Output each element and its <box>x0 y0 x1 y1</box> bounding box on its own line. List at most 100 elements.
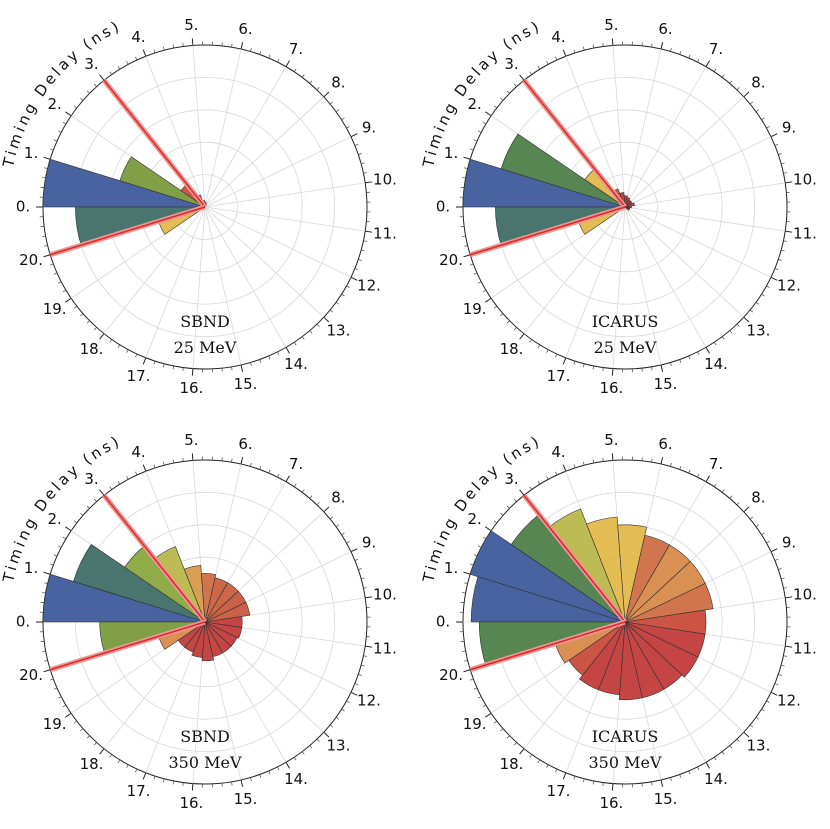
major-tick <box>365 596 373 599</box>
angular-grid-line <box>204 96 325 208</box>
minor-tick <box>473 272 478 275</box>
angular-tick-label: 13. <box>326 736 350 754</box>
angular-tick-label: 6. <box>658 20 672 38</box>
minor-tick <box>469 263 474 266</box>
angular-tick-label: 10. <box>793 170 817 188</box>
minor-tick <box>583 778 585 783</box>
polar-bar <box>617 524 647 623</box>
minor-tick <box>482 704 487 708</box>
angular-tick-label: 17. <box>127 782 151 800</box>
minor-tick <box>462 592 466 594</box>
minor-tick <box>231 781 233 786</box>
major-tick <box>611 38 614 46</box>
minor-tick <box>679 774 682 778</box>
minor-tick <box>316 87 320 91</box>
minor-tick <box>464 245 468 247</box>
polar-bar <box>624 582 714 623</box>
major-tick <box>285 347 290 354</box>
major-tick <box>785 230 793 233</box>
minor-tick <box>766 126 770 129</box>
minor-tick <box>781 162 785 165</box>
polar-bar <box>204 621 243 639</box>
minor-tick <box>93 498 97 502</box>
minor-tick <box>126 349 129 353</box>
minor-tick <box>537 759 541 763</box>
angular-grid-line <box>624 136 772 208</box>
minor-tick <box>713 342 717 346</box>
minor-tick <box>493 305 498 309</box>
minor-tick <box>546 349 549 353</box>
minor-tick <box>109 754 113 758</box>
minor-tick <box>697 58 700 63</box>
angular-tick-label: 0. <box>16 198 30 216</box>
minor-tick <box>259 51 262 55</box>
minor-tick <box>73 305 78 309</box>
timing-delay-axis-label: Timing Delay (ns) <box>0 17 124 170</box>
major-tick <box>660 364 664 372</box>
angular-tick-label: 15. <box>234 375 258 393</box>
polar-bar <box>201 621 215 662</box>
minor-tick <box>49 263 54 266</box>
minor-tick <box>670 362 672 366</box>
major-tick <box>519 748 525 755</box>
polar-bar <box>586 516 626 623</box>
major-tick <box>705 347 710 354</box>
panel-label: 350 MeV <box>168 753 241 772</box>
angular-grid-line <box>624 206 772 278</box>
major-tick <box>770 548 778 553</box>
minor-tick <box>755 524 760 528</box>
minor-tick <box>783 655 787 657</box>
minor-tick <box>573 49 576 54</box>
polar-bar <box>42 573 206 623</box>
angular-tick-label: 14. <box>284 770 308 788</box>
minor-tick <box>53 687 58 690</box>
major-tick <box>463 254 471 258</box>
major-tick <box>485 111 492 117</box>
minor-tick <box>316 738 320 742</box>
minor-tick <box>679 466 682 470</box>
minor-tick <box>500 728 504 732</box>
angular-tick-label: 11. <box>793 640 817 658</box>
angular-tick-label: 12. <box>357 276 381 294</box>
angular-grid-line <box>624 48 662 208</box>
minor-tick <box>721 751 725 755</box>
angular-tick-label: 5. <box>604 16 618 34</box>
angular-tick-label: 1. <box>444 144 458 162</box>
minor-tick <box>259 774 262 778</box>
major-tick <box>785 645 793 648</box>
minor-tick <box>363 587 367 589</box>
major-tick <box>240 364 244 372</box>
major-tick <box>485 712 492 718</box>
major-tick <box>323 506 330 513</box>
minor-tick <box>277 473 280 478</box>
angular-grid-line <box>523 206 626 334</box>
minor-tick <box>316 502 320 506</box>
minor-tick <box>651 781 653 786</box>
angular-tick-label: 14. <box>284 355 308 373</box>
polar-bar <box>183 565 206 623</box>
minor-tick <box>42 650 46 652</box>
major-tick <box>660 779 664 787</box>
angular-tick-label: 9. <box>362 119 376 137</box>
major-tick <box>43 254 51 258</box>
minor-tick <box>309 330 313 334</box>
minor-tick <box>464 660 468 662</box>
angular-tick-label: 16. <box>599 379 623 397</box>
minor-tick <box>231 43 233 48</box>
angular-grid-line <box>624 182 786 208</box>
minor-tick <box>329 516 334 520</box>
minor-tick <box>783 240 787 242</box>
angular-tick-label: 16. <box>599 794 623 812</box>
minor-tick <box>493 720 498 724</box>
minor-tick <box>361 249 365 252</box>
major-tick <box>285 60 290 67</box>
major-tick <box>463 156 471 160</box>
major-tick <box>350 133 358 138</box>
minor-tick <box>309 495 313 499</box>
angular-grid-line <box>565 206 626 358</box>
minor-tick <box>329 101 334 105</box>
major-tick <box>562 49 567 57</box>
major-tick <box>142 772 147 780</box>
minor-tick <box>462 177 466 179</box>
minor-tick <box>555 56 558 61</box>
